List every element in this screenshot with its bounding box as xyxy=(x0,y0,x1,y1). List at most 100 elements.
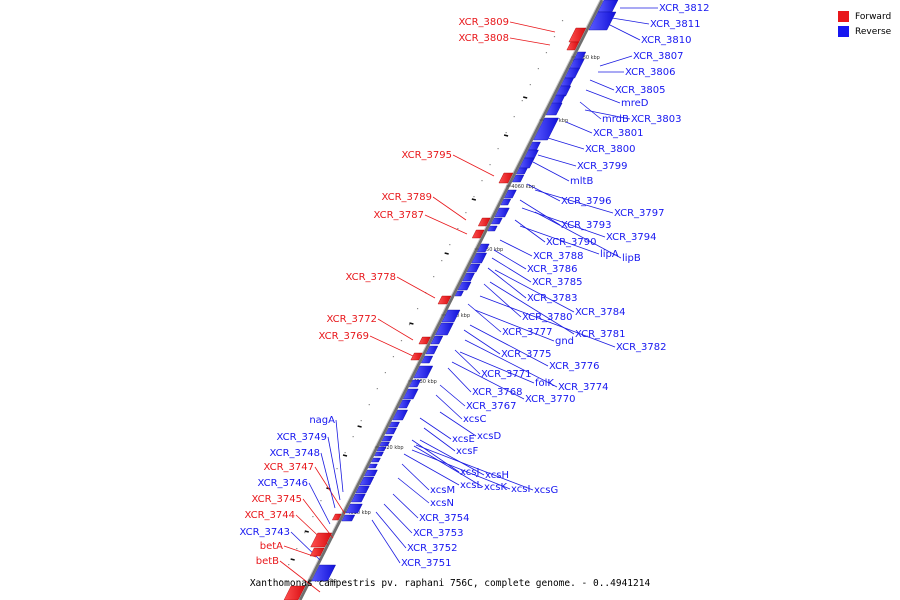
forward-gene-arrow[interactable] xyxy=(477,217,491,227)
forward-gene-label[interactable]: betB xyxy=(256,556,279,567)
reverse-gene-label[interactable]: XCR_3749 xyxy=(276,432,327,443)
forward-gene-arrow[interactable] xyxy=(331,513,342,521)
reverse-gene-label[interactable]: XCR_3771 xyxy=(481,369,532,380)
reverse-gene-arrow[interactable] xyxy=(500,198,512,206)
reverse-gene-arrow[interactable] xyxy=(402,388,419,400)
reverse-gene-arrow[interactable] xyxy=(388,421,400,428)
reverse-gene-label[interactable]: XCR_3790 xyxy=(546,237,597,248)
reverse-gene-arrow[interactable] xyxy=(471,252,487,264)
reverse-gene-arrow[interactable] xyxy=(374,451,384,457)
reverse-gene-label[interactable]: xcsM xyxy=(430,485,455,496)
reverse-gene-arrow[interactable] xyxy=(504,189,517,199)
reverse-gene-arrow[interactable] xyxy=(457,281,472,291)
reverse-gene-label[interactable]: xcsC xyxy=(463,414,486,425)
reverse-gene-label[interactable]: xcsE xyxy=(452,434,475,445)
forward-gene-label[interactable]: XCR_3809 xyxy=(458,17,509,28)
reverse-gene-label[interactable]: XCR_3794 xyxy=(606,232,657,243)
reverse-gene-label[interactable]: xcsJ xyxy=(460,467,479,478)
reverse-gene-arrow[interactable] xyxy=(425,345,439,355)
reverse-gene-label[interactable]: XCR_3796 xyxy=(561,196,612,207)
reverse-gene-arrow[interactable] xyxy=(516,167,528,175)
reverse-gene-label[interactable]: xcsK xyxy=(484,482,507,493)
reverse-gene-arrow[interactable] xyxy=(420,355,434,364)
reverse-gene-arrow[interactable] xyxy=(351,493,366,503)
reverse-gene-arrow[interactable] xyxy=(368,463,378,469)
reverse-gene-label[interactable]: xcsH xyxy=(485,470,509,481)
reverse-gene-label[interactable]: nagA xyxy=(309,415,335,426)
reverse-gene-label[interactable]: XCR_3768 xyxy=(472,387,523,398)
forward-gene-label[interactable]: XCR_3789 xyxy=(381,192,432,203)
reverse-gene-label[interactable]: XCR_3806 xyxy=(625,67,676,78)
reverse-gene-arrow[interactable] xyxy=(379,441,390,447)
reverse-gene-label[interactable]: XCR_3752 xyxy=(407,543,458,554)
reverse-gene-label[interactable]: XCR_3793 xyxy=(561,220,612,231)
reverse-gene-label[interactable]: XCR_3784 xyxy=(575,307,626,318)
forward-gene-label[interactable]: XCR_3795 xyxy=(401,150,452,161)
reverse-gene-label[interactable]: XCR_3785 xyxy=(532,277,583,288)
reverse-gene-label[interactable]: XCR_3805 xyxy=(615,85,666,96)
reverse-gene-arrow[interactable] xyxy=(588,11,617,31)
reverse-gene-arrow[interactable] xyxy=(435,322,454,336)
reverse-gene-arrow[interactable] xyxy=(371,457,381,463)
reverse-gene-arrow[interactable] xyxy=(490,217,503,225)
reverse-gene-arrow[interactable] xyxy=(487,225,498,232)
reverse-gene-arrow[interactable] xyxy=(466,263,481,273)
reverse-gene-label[interactable]: XCR_3777 xyxy=(502,327,553,338)
forward-gene-arrow[interactable] xyxy=(471,229,485,239)
reverse-gene-label[interactable]: XCR_3782 xyxy=(616,342,667,353)
reverse-gene-label[interactable]: XCR_3774 xyxy=(558,382,609,393)
reverse-gene-label[interactable]: XCR_3775 xyxy=(501,349,552,360)
reverse-gene-label[interactable]: XCR_3754 xyxy=(419,513,470,524)
reverse-gene-arrow[interactable] xyxy=(476,243,490,253)
reverse-gene-label[interactable]: XCR_3786 xyxy=(527,264,578,275)
reverse-gene-label[interactable]: lipB xyxy=(622,253,641,264)
reverse-gene-label[interactable]: XCR_3807 xyxy=(633,51,684,62)
forward-gene-arrow[interactable] xyxy=(410,352,423,361)
reverse-gene-label[interactable]: XCR_3751 xyxy=(401,558,452,569)
forward-gene-label[interactable]: XCR_3769 xyxy=(318,331,369,342)
reverse-gene-label[interactable]: XCR_3748 xyxy=(269,448,320,459)
reverse-gene-arrow[interactable] xyxy=(462,272,475,282)
forward-gene-arrow[interactable] xyxy=(283,585,306,600)
reverse-gene-arrow[interactable] xyxy=(398,399,412,409)
forward-gene-label[interactable]: XCR_3808 xyxy=(458,33,509,44)
reverse-gene-label[interactable]: xcsF xyxy=(456,446,478,457)
forward-gene-arrow[interactable] xyxy=(437,295,452,305)
reverse-gene-label[interactable]: xcsN xyxy=(430,498,454,509)
reverse-gene-arrow[interactable] xyxy=(564,67,581,79)
forward-gene-label[interactable]: XCR_3747 xyxy=(263,462,314,473)
reverse-gene-label[interactable]: gnd xyxy=(555,336,574,347)
reverse-gene-arrow[interactable] xyxy=(533,117,559,141)
reverse-gene-arrow[interactable] xyxy=(364,469,378,477)
forward-gene-arrow[interactable] xyxy=(498,172,514,184)
reverse-gene-label[interactable]: XCR_3743 xyxy=(239,527,290,538)
reverse-gene-label[interactable]: XCR_3753 xyxy=(413,528,464,539)
reverse-gene-label[interactable]: XCR_3801 xyxy=(593,128,644,139)
reverse-gene-arrow[interactable] xyxy=(519,157,535,169)
reverse-gene-label[interactable]: xcsD xyxy=(477,431,501,442)
forward-gene-label[interactable]: XCR_3744 xyxy=(244,510,295,521)
reverse-gene-arrow[interactable] xyxy=(311,564,336,582)
forward-gene-label[interactable]: XCR_3745 xyxy=(251,494,302,505)
reverse-gene-label[interactable]: lipA xyxy=(600,249,619,260)
reverse-gene-label[interactable]: XCR_3799 xyxy=(577,161,628,172)
reverse-gene-arrow[interactable] xyxy=(454,290,464,297)
forward-gene-arrow[interactable] xyxy=(566,41,580,51)
reverse-gene-label[interactable]: XCR_3812 xyxy=(659,3,710,14)
reverse-gene-label[interactable]: XCR_3788 xyxy=(533,251,584,262)
reverse-gene-arrow[interactable] xyxy=(545,102,563,116)
reverse-gene-arrow[interactable] xyxy=(392,409,408,421)
reverse-gene-arrow[interactable] xyxy=(376,446,387,452)
reverse-gene-label[interactable]: XCR_3783 xyxy=(527,293,578,304)
reverse-gene-label[interactable]: mrdB xyxy=(602,114,629,125)
reverse-gene-arrow[interactable] xyxy=(385,427,397,435)
reverse-gene-arrow[interactable] xyxy=(413,365,434,379)
reverse-gene-label[interactable]: mltB xyxy=(570,176,593,187)
reverse-gene-arrow[interactable] xyxy=(555,85,572,97)
reverse-gene-label[interactable]: mreD xyxy=(621,98,649,109)
reverse-gene-arrow[interactable] xyxy=(341,514,356,522)
forward-gene-arrow[interactable] xyxy=(310,532,333,548)
reverse-gene-arrow[interactable] xyxy=(355,485,370,494)
reverse-gene-label[interactable]: XCR_3797 xyxy=(614,208,665,219)
reverse-gene-label[interactable]: XCR_3781 xyxy=(575,329,626,340)
